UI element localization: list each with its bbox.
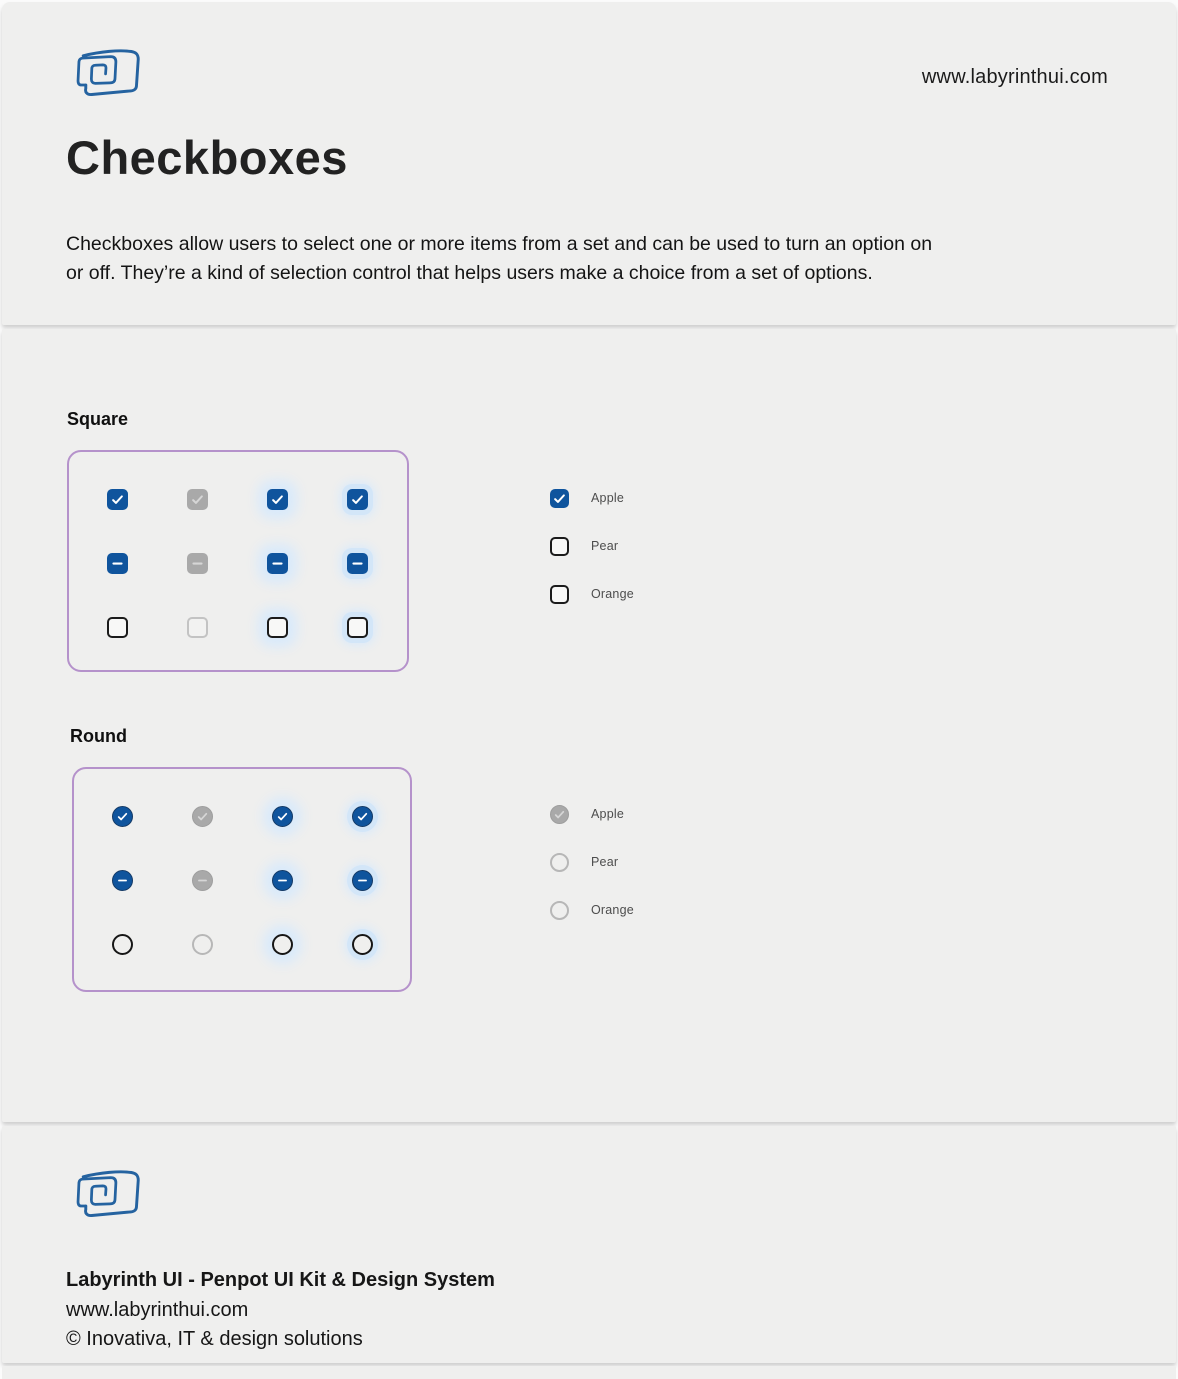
square-checkbox-checked-hover[interactable] (266, 488, 288, 510)
square-checkbox-checked-disabled (186, 488, 208, 510)
square-checkbox-unchecked[interactable] (550, 536, 569, 556)
square-section-heading: Square (67, 409, 129, 429)
round-checkbox-unchecked-focus[interactable] (351, 933, 373, 955)
square-checkbox-unchecked-disabled (186, 616, 208, 638)
header-site-url[interactable]: www.labyrinthui.com (921, 66, 1108, 88)
square-checkbox-indeterminate-focus[interactable] (346, 552, 368, 574)
round-checkbox-checked-disabled (550, 804, 569, 824)
round-checkbox-indeterminate-focus[interactable] (351, 869, 373, 891)
round-checkbox-indeterminate-disabled (191, 869, 213, 891)
round-checkbox-unchecked-hover[interactable] (271, 933, 293, 955)
labyrinth-logo-icon (66, 42, 152, 109)
square-checkbox-unchecked-hover[interactable] (266, 616, 288, 638)
footer-site-url[interactable]: www.labyrinthui.com (66, 1298, 249, 1321)
square-checkbox-indeterminate-hover[interactable] (266, 552, 288, 574)
checkbox-label: Orange (591, 587, 634, 601)
square-options-list: Apple Pear Orange (550, 474, 634, 618)
round-option-row: Orange (550, 886, 634, 934)
footer-brand-line: Labyrinth UI - Penpot UI Kit & Design Sy… (66, 1269, 495, 1291)
square-option-row: Orange (550, 570, 634, 618)
footer-section: Labyrinth UI - Penpot UI Kit & Design Sy… (2, 1126, 1176, 1363)
main-section: Square Apple Pear Orange Round Apple Pear Or… (2, 329, 1176, 1122)
round-checkbox-indeterminate-hover[interactable] (271, 869, 293, 891)
checkbox-label: Pear (591, 539, 619, 553)
labyrinth-logo-icon (66, 1163, 152, 1230)
square-checkbox-checked[interactable] (106, 488, 128, 510)
round-checkbox-checked-focus[interactable] (351, 805, 373, 827)
footer-text-block: Labyrinth UI - Penpot UI Kit & Design Sy… (66, 1266, 495, 1355)
footer-copyright: © Inovativa, IT & design solutions (66, 1328, 363, 1350)
square-checkbox-indeterminate[interactable] (106, 552, 128, 574)
square-checkbox-unchecked[interactable] (550, 584, 569, 604)
round-section-heading: Round (70, 726, 127, 746)
checkbox-label: Apple (591, 807, 624, 821)
square-states-panel (67, 450, 409, 672)
round-checkbox-unchecked[interactable] (111, 933, 133, 955)
square-option-row: Apple (550, 474, 634, 522)
round-option-row: Apple (550, 790, 634, 838)
round-states-panel (72, 767, 412, 992)
header-section: www.labyrinthui.com Checkboxes Checkboxe… (2, 2, 1176, 325)
round-checkbox-unchecked-disabled (550, 900, 569, 920)
round-checkbox-checked-hover[interactable] (271, 805, 293, 827)
page-title: Checkboxes (66, 131, 348, 184)
page-description: Checkboxes allow users to select one or … (66, 233, 933, 284)
checkbox-label: Pear (591, 855, 619, 869)
square-checkbox-checked-focus[interactable] (346, 488, 368, 510)
round-checkbox-checked-disabled (191, 805, 213, 827)
square-checkbox-unchecked-focus[interactable] (346, 616, 368, 638)
square-checkbox-indeterminate-disabled (186, 552, 208, 574)
checkbox-label: Orange (591, 903, 634, 917)
round-checkbox-unchecked-disabled (550, 852, 569, 872)
square-checkbox-checked[interactable] (550, 488, 569, 508)
round-options-list: Apple Pear Orange (550, 790, 634, 934)
round-option-row: Pear (550, 838, 634, 886)
checkbox-label: Apple (591, 491, 624, 505)
square-option-row: Pear (550, 522, 634, 570)
square-checkbox-unchecked[interactable] (106, 616, 128, 638)
round-checkbox-checked[interactable] (111, 805, 133, 827)
round-checkbox-indeterminate[interactable] (111, 869, 133, 891)
bottom-strip (2, 1366, 1176, 1379)
round-checkbox-unchecked-disabled (191, 933, 213, 955)
